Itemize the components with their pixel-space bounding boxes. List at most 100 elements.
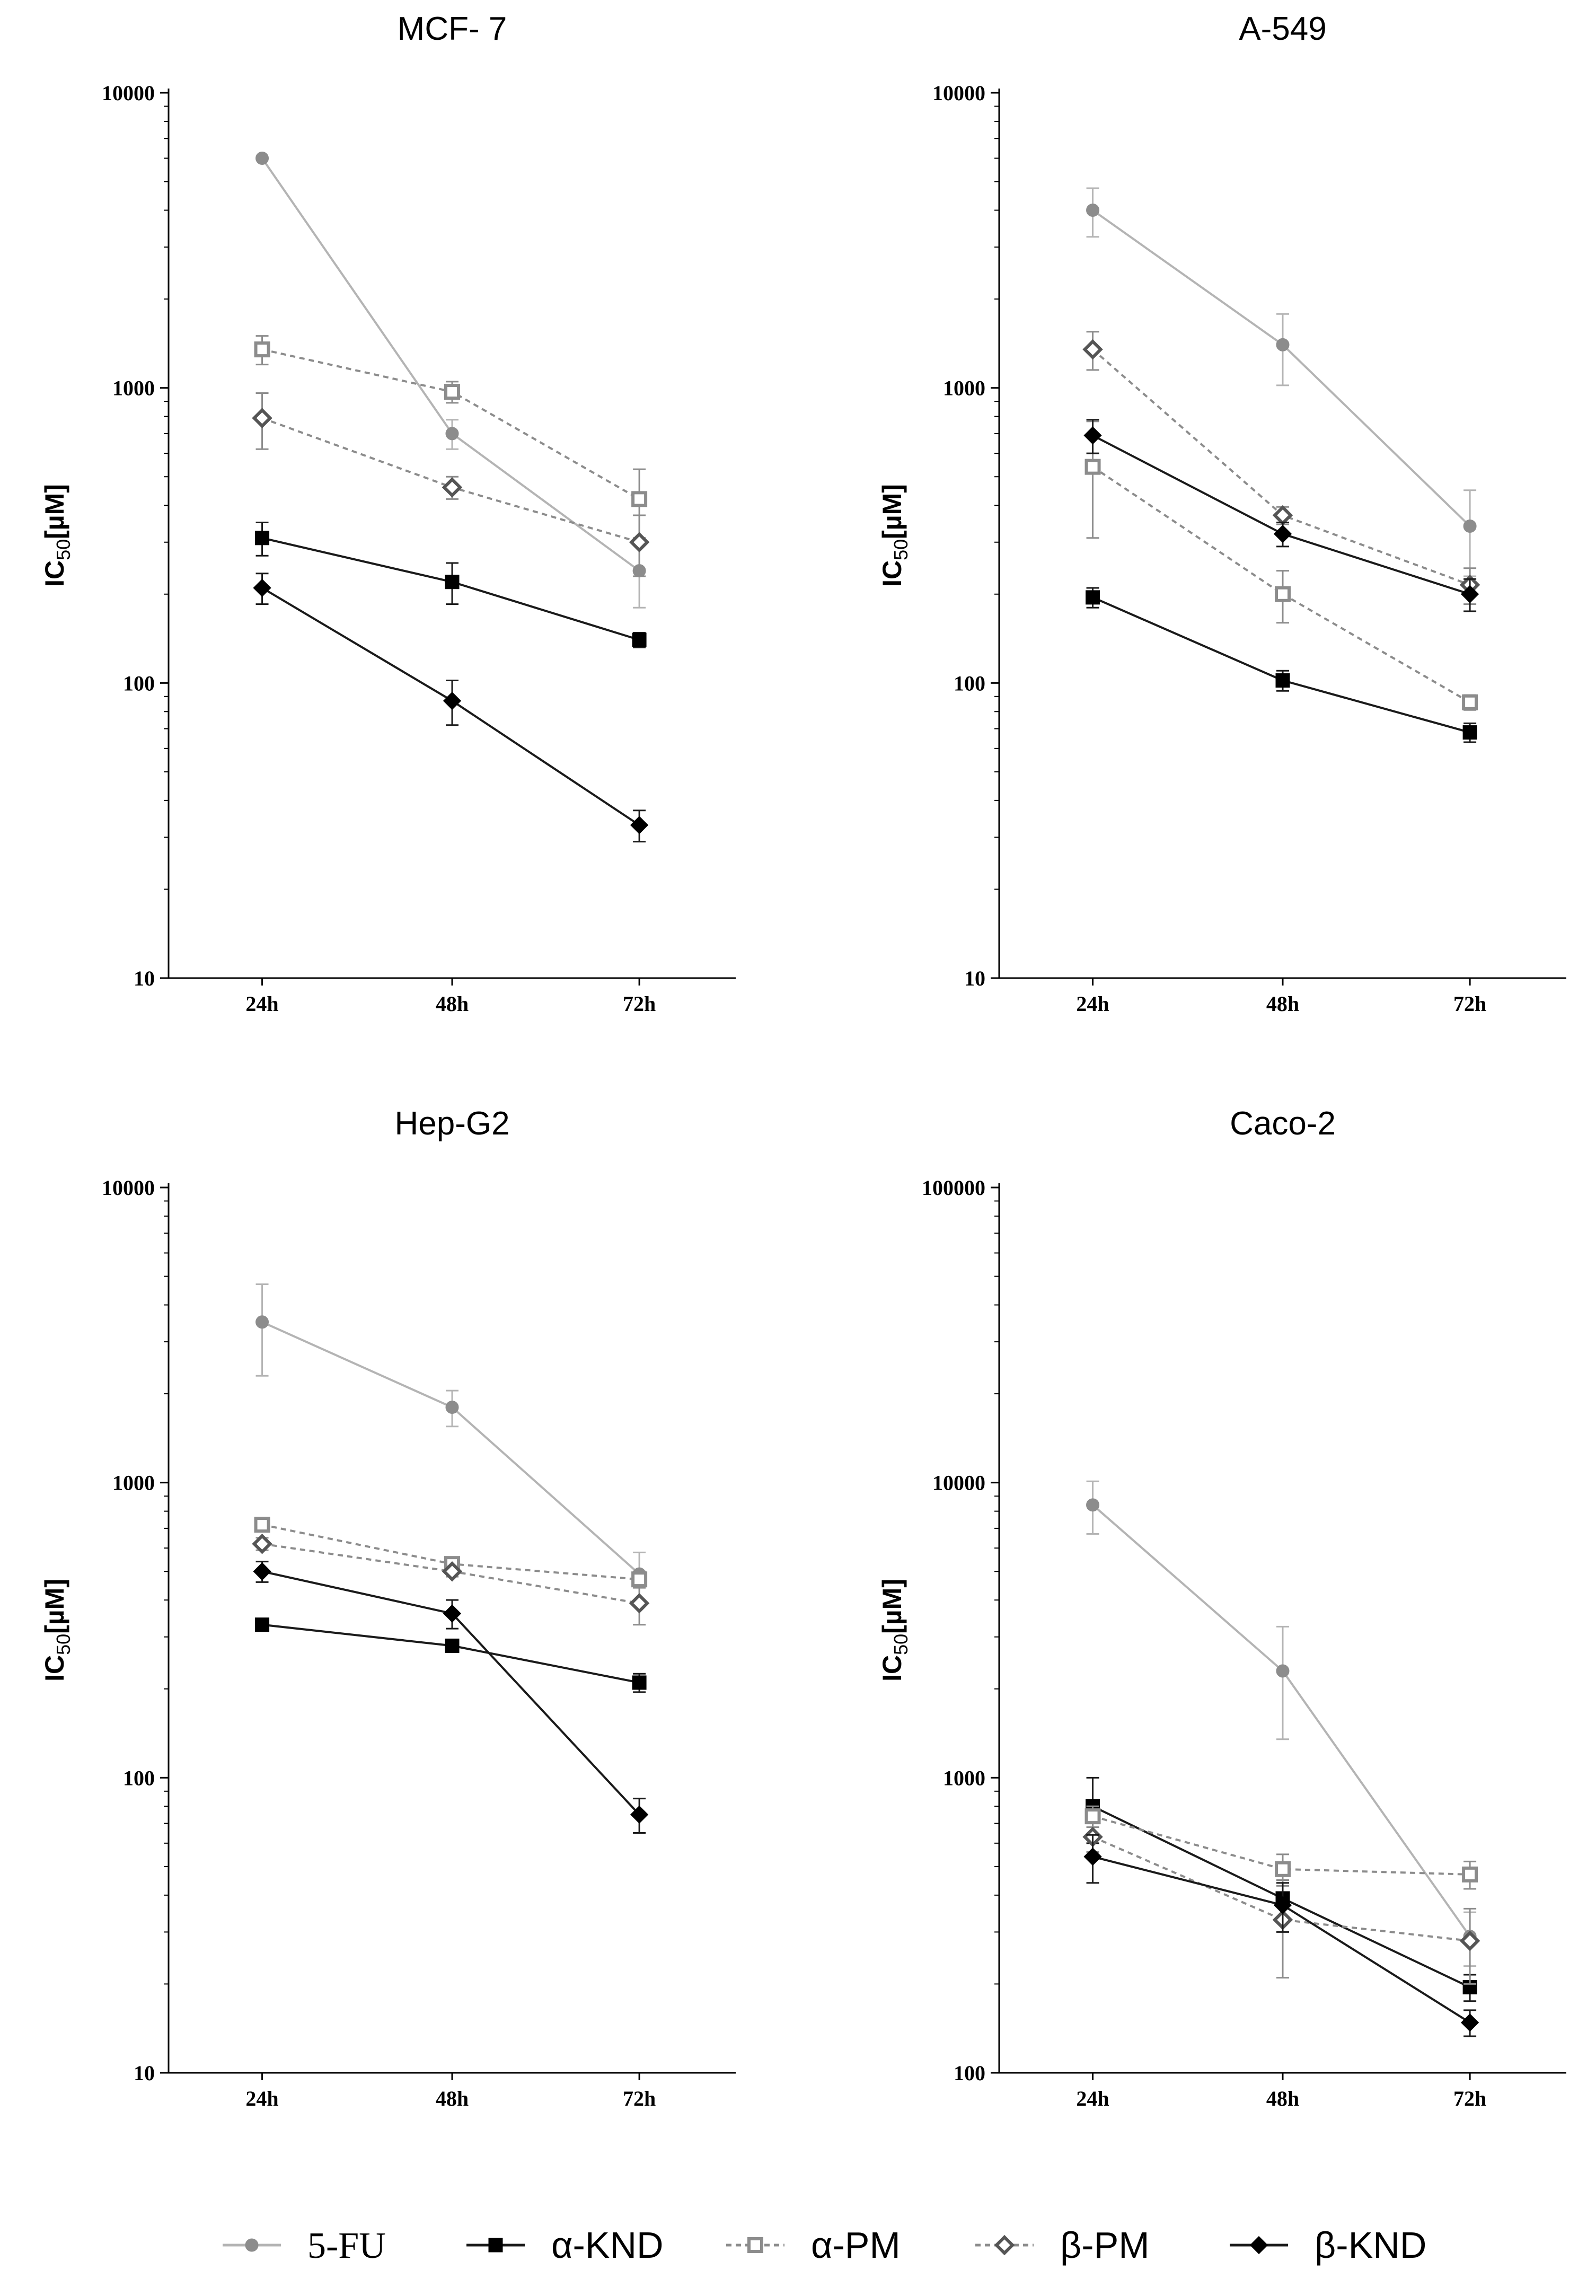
legend-item-5-fu: 5-FU [223, 2225, 386, 2266]
data-point-beta-knd [1460, 2013, 1479, 2032]
y-label-unit: [µM] [877, 1579, 907, 1634]
legend-item-beta-knd: β-KND [1230, 2224, 1426, 2266]
data-point-alpha-knd [632, 1675, 647, 1690]
legend-label: β-KND [1315, 2224, 1426, 2266]
data-point-alpha-knd [632, 632, 647, 647]
y-axis-label: IC50[µM] [877, 1579, 912, 1682]
data-point-beta-pm [252, 408, 272, 428]
y-tick-label: 10000 [102, 1176, 155, 1200]
data-point-alpha-pm [1275, 586, 1291, 602]
y-tick-label: 1000 [112, 376, 155, 400]
data-point-5-fu [1276, 338, 1290, 351]
data-point-alpha-pm [444, 384, 460, 400]
legend-label: 5-FU [307, 2225, 386, 2266]
legend: 5-FU α-KND α-PM β-PM β-KND [223, 2224, 1426, 2266]
data-point-beta-knd [443, 691, 462, 710]
y-tick-label: 100000 [922, 1176, 985, 1200]
x-tick-label: 48h [1266, 992, 1299, 1016]
y-label-main: IC [877, 560, 907, 587]
x-tick-label: 24h [1076, 2087, 1109, 2110]
data-point-alpha-knd [1275, 673, 1290, 688]
data-point-beta-pm [1459, 1930, 1480, 1951]
y-tick-label: 100 [123, 671, 155, 695]
chart-title: A-549 [1239, 11, 1326, 47]
data-point-beta-pm [442, 477, 463, 498]
data-point-alpha-pm [254, 341, 270, 358]
series-line-alpha-pm [1092, 465, 1471, 703]
legend-item-alpha-knd: α-KND [466, 2224, 664, 2266]
data-point-beta-pm [629, 1593, 650, 1614]
data-point-alpha-pm [1462, 694, 1478, 710]
data-point-alpha-knd [1086, 590, 1100, 605]
data-point-beta-knd [253, 1562, 271, 1581]
data-point-alpha-pm [1084, 1808, 1101, 1825]
data-point-beta-knd [630, 1805, 649, 1824]
y-tick-label: 1000 [112, 1471, 155, 1495]
y-tick-label: 1000 [943, 376, 985, 400]
legend-label: α-PM [811, 2224, 901, 2266]
data-point-beta-pm [1272, 505, 1293, 526]
data-point-alpha-knd [255, 531, 270, 546]
data-point-5-fu [255, 151, 269, 165]
y-tick-label: 100 [954, 671, 985, 695]
series-alpha-knd [1086, 1776, 1477, 2002]
series-line-5-fu [1092, 209, 1471, 527]
data-point-alpha-pm [1462, 1866, 1478, 1882]
legend-marker [1249, 2236, 1268, 2255]
series-line-beta-pm [1092, 1836, 1470, 1942]
y-tick-label: 100 [954, 2061, 985, 2085]
x-tick-label: 24h [1076, 992, 1109, 1016]
series-beta-pm [1082, 331, 1480, 605]
data-point-alpha-pm [631, 491, 648, 507]
data-point-beta-knd [1460, 585, 1479, 603]
data-point-alpha-knd [1462, 1980, 1477, 1995]
panel-hep-g2: Hep-G2 10 100 1000 10000 24h 48h 72h IC50[µM] [40, 1105, 736, 2110]
data-point-5-fu [445, 427, 459, 441]
y-tick-label: 10000 [932, 81, 985, 105]
data-point-alpha-knd [445, 575, 460, 590]
data-point-beta-knd [1273, 1896, 1292, 1914]
y-axis-label: IC50[µM] [40, 1579, 74, 1682]
series-alpha-pm [1084, 1805, 1478, 1890]
x-tick-label: 24h [245, 992, 278, 1016]
chart-title: MCF- 7 [398, 11, 507, 47]
series-line-5-fu [261, 157, 640, 572]
series-beta-pm [252, 392, 650, 577]
y-label-unit: [µM] [40, 1579, 69, 1634]
data-point-alpha-pm [1084, 459, 1101, 475]
y-label-sub: 50 [52, 539, 74, 560]
y-label-main: IC [40, 560, 69, 587]
series-5-fu [255, 151, 646, 609]
legend-item-alpha-pm: α-PM [726, 2224, 901, 2266]
data-point-beta-knd [630, 816, 649, 834]
data-point-5-fu [255, 1315, 269, 1329]
data-point-alpha-knd [445, 1638, 460, 1653]
data-point-beta-knd [1083, 1848, 1102, 1866]
legend-item-beta-pm: β-PM [975, 2224, 1150, 2266]
x-tick-label: 48h [436, 992, 469, 1016]
y-label-main: IC [40, 1655, 69, 1682]
x-tick-label: 72h [623, 992, 656, 1016]
data-point-beta-pm [629, 532, 650, 552]
data-point-5-fu [1086, 1498, 1100, 1512]
data-point-5-fu [1086, 204, 1100, 217]
y-axis-label: IC50[µM] [877, 484, 912, 587]
data-point-beta-knd [1273, 525, 1292, 543]
data-point-5-fu [1276, 1664, 1290, 1678]
y-label-main: IC [877, 1655, 907, 1682]
series-alpha-knd [255, 1617, 647, 1693]
series-beta-knd [253, 1561, 649, 1834]
data-point-alpha-knd [255, 1617, 270, 1632]
data-point-beta-knd [1083, 426, 1102, 445]
data-point-alpha-knd [1462, 725, 1477, 740]
data-point-5-fu [445, 1401, 459, 1414]
data-point-beta-pm [442, 1561, 463, 1582]
data-point-alpha-pm [254, 1517, 270, 1533]
x-tick-label: 72h [623, 2087, 656, 2110]
panel-a-549: A-549 10 100 1000 10000 24h 48h 72h IC50[µM] [877, 11, 1566, 1016]
x-tick-label: 72h [1453, 992, 1486, 1016]
legend-marker [488, 2238, 503, 2253]
series-line-alpha-knd [262, 1623, 640, 1684]
y-label-unit: [µM] [877, 484, 907, 539]
